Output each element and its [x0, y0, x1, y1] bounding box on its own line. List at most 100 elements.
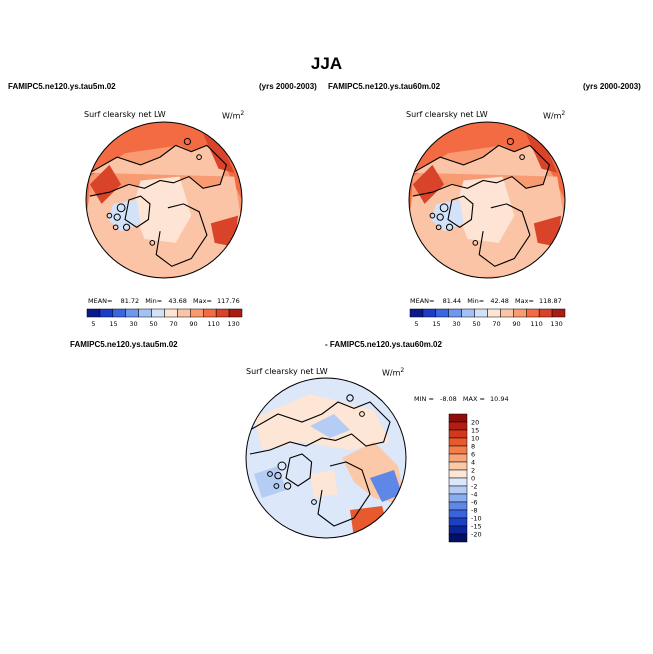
greenland-cold-field: [107, 200, 141, 232]
colorbar-swatch: [448, 477, 468, 487]
left-max-label: Max=: [193, 297, 212, 305]
colorbar-swatch: [526, 308, 540, 318]
coastline-greenland: [447, 195, 474, 228]
colorbar-swatch: [474, 308, 488, 318]
map-boundary-circle: [85, 121, 243, 279]
colorbar-swatch: [448, 461, 468, 471]
coastline-island: [472, 240, 479, 246]
colorbar-tick-label: 8: [471, 443, 475, 451]
colorbar-tick-label: 130: [550, 320, 562, 328]
colorbar-swatch: [461, 308, 475, 318]
mapL-clipped: [86, 122, 242, 278]
colorbar-swatch: [448, 445, 468, 455]
coastline-island: [274, 471, 282, 480]
right-units-exp: 2: [561, 110, 566, 117]
greenland-cold-field: [430, 200, 464, 232]
left-case-header: FAMIPC5.ne120.ys.tau5m.02: [8, 82, 116, 91]
coastline-island: [435, 224, 442, 231]
coastline-island: [183, 137, 192, 146]
figure-title: JJA: [310, 54, 343, 73]
colorbar-swatch: [435, 308, 450, 318]
polar-cap-field: [455, 176, 515, 243]
coastline-island: [283, 482, 292, 490]
colorbar-swatch: [487, 308, 501, 318]
diff-cool-field-3: [254, 466, 286, 498]
coastline-south: [317, 461, 371, 527]
colorbar-tick-label: 70: [492, 320, 500, 328]
coastline-island: [436, 213, 444, 221]
colorbar-tick-label: 50: [149, 320, 157, 328]
colorbar-swatch: [448, 533, 468, 543]
coastline-north: [89, 144, 228, 197]
right-units-base: W/m: [543, 111, 562, 121]
colorbar-tick-label: 4: [471, 459, 475, 467]
left-min-label: Min=: [145, 297, 163, 305]
coastline-island: [113, 213, 121, 221]
right-colorbar: 5 15 30 50 70 90 110 130: [409, 308, 566, 328]
right-min-label: Min=: [467, 297, 485, 305]
coastline-island: [445, 223, 454, 231]
colorbar-tick-label: 0: [471, 475, 475, 483]
colorbar-tick-label: 110: [207, 320, 219, 328]
colorbar-tick-label: -2: [471, 483, 477, 491]
colorbar-swatch: [448, 421, 468, 431]
coastline-island: [106, 212, 113, 219]
diff-units: W/m2: [382, 367, 404, 378]
colorbar-swatch: [409, 308, 424, 318]
left-units-exp: 2: [240, 110, 245, 117]
colorbar-tick-label: 20: [471, 419, 479, 427]
coastline-island: [267, 471, 273, 477]
colorbar-swatch: [151, 308, 165, 318]
right-min-value: 42.48: [490, 297, 509, 305]
hot-spot-field: [526, 133, 558, 173]
left-min-value: 43.68: [168, 297, 187, 305]
coastline-south: [478, 203, 531, 267]
right-max-value: 118.87: [538, 297, 562, 305]
right-years-header: (yrs 2000-2003): [583, 82, 641, 91]
colorbar-swatch: [112, 308, 127, 318]
colorbar-swatch: [228, 308, 243, 318]
coastline-island: [439, 203, 449, 213]
left-colorbar: 5 15 30 50 70 90 110 130: [86, 308, 243, 328]
diff-max-label: MAX =: [462, 395, 485, 403]
colorbar-swatch: [215, 308, 230, 318]
colorbar-swatch: [448, 517, 468, 527]
colorbar-tick-label: 130: [227, 320, 239, 328]
diff-map: [245, 377, 407, 539]
colorbar-swatch: [190, 308, 204, 318]
colorbar-swatch: [448, 429, 468, 439]
coastline-south: [155, 203, 208, 267]
colorbar-tick-label: 30: [129, 320, 137, 328]
right-mean-value: 81.44: [442, 297, 462, 305]
left-mean-value: 81.72: [120, 297, 140, 305]
colorbar-swatch: [448, 308, 462, 318]
coastline-island: [116, 203, 126, 213]
colorbar-tick-label: 50: [472, 320, 480, 328]
left-max-value: 117.76: [216, 297, 240, 305]
colorbar-swatch: [448, 469, 468, 479]
left-years-header: (yrs 2000-2003): [259, 82, 317, 91]
coastline-island: [112, 224, 119, 231]
mapD-clipped: [246, 378, 406, 538]
right-stats: MEAN= 81.44 Min= 42.48 Max= 118.87: [410, 297, 562, 305]
left-stats: MEAN= 81.72 Min= 43.68 Max= 117.76: [88, 297, 240, 305]
map-boundary-circle: [245, 377, 407, 539]
colorbar-tick-label: 70: [169, 320, 177, 328]
coastline-island: [277, 461, 287, 471]
right-max-label: Max=: [515, 297, 534, 305]
colorbar-tick-label: 6: [471, 451, 475, 459]
coastline-island: [196, 154, 202, 160]
colorbar-swatch: [448, 437, 468, 447]
left-mean-label: MEAN=: [88, 297, 113, 305]
colorbar-swatch: [177, 308, 191, 318]
colorbar-swatch: [538, 308, 553, 318]
coastline-island: [149, 240, 156, 246]
colorbar-tick-label: 5: [91, 320, 95, 328]
colorbar-tick-label: 110: [530, 320, 542, 328]
diff-cool-field: [310, 414, 350, 438]
left-map: [85, 121, 243, 279]
colorbar-swatch: [448, 501, 468, 511]
diff-units-exp: 2: [400, 367, 405, 374]
coastline-island: [311, 499, 317, 505]
